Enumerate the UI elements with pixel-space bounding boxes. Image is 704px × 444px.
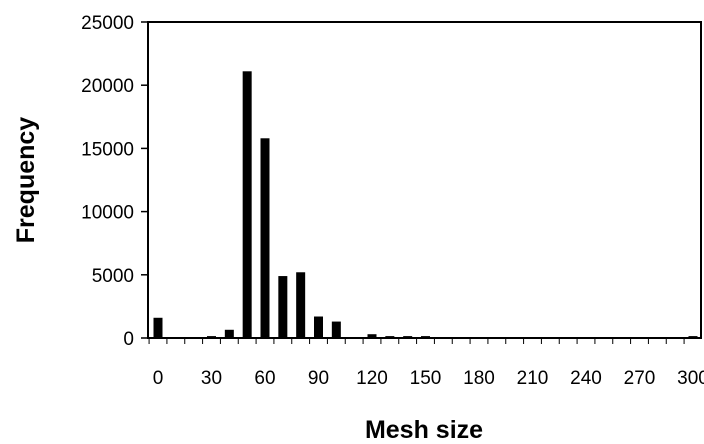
y-tick-label: 25000 <box>81 13 134 34</box>
bar-series <box>153 71 698 339</box>
x-tick-label: 270 <box>624 368 656 389</box>
y-axis-ticks: 0 5000 10000 15000 20000 25000 <box>81 13 148 350</box>
bar <box>403 336 413 338</box>
x-tick-label: 150 <box>410 368 442 389</box>
bar <box>278 276 288 338</box>
bar <box>207 336 216 338</box>
bar <box>296 272 306 338</box>
y-tick-label: 15000 <box>81 139 134 160</box>
bar <box>260 138 270 338</box>
bar <box>314 316 323 338</box>
bar <box>688 336 698 338</box>
x-tick-label: 180 <box>463 368 495 389</box>
x-tick-label: 60 <box>254 368 275 389</box>
bar <box>367 334 377 338</box>
x-tick-label: 0 <box>153 368 164 389</box>
x-axis-ticks: 0 30 60 90 120 150 180 210 240 270 300 <box>148 338 704 389</box>
x-axis-title: Mesh size <box>365 416 483 444</box>
y-tick-label: 10000 <box>81 203 134 224</box>
plot-area-frame <box>147 21 702 339</box>
bar <box>331 321 341 338</box>
x-tick-label: 120 <box>356 368 388 389</box>
x-tick-label: 240 <box>570 368 602 389</box>
bar <box>385 336 395 338</box>
bar <box>242 71 252 339</box>
y-axis-title: Frequency <box>12 117 40 244</box>
x-tick-label: 30 <box>201 368 222 389</box>
y-tick-label: 20000 <box>81 76 134 97</box>
bar <box>421 336 430 338</box>
y-tick-label: 0 <box>123 329 134 350</box>
bar <box>224 329 234 338</box>
x-tick-label: 210 <box>517 368 549 389</box>
bar <box>153 317 163 338</box>
x-tick-label: 300 <box>677 368 704 389</box>
x-tick-label: 90 <box>308 368 329 389</box>
y-tick-label: 5000 <box>92 266 134 287</box>
